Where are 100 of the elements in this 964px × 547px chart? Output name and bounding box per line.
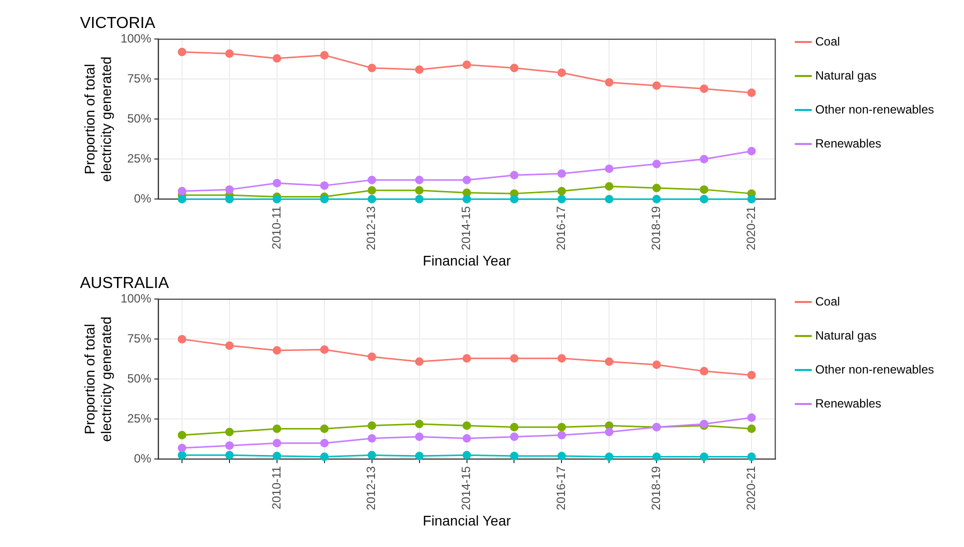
point — [652, 160, 661, 168]
x-tick-label: 2014-15 — [459, 206, 474, 250]
y-tick-label: 25% — [127, 411, 152, 426]
point — [178, 186, 186, 196]
point — [272, 438, 282, 448]
point — [652, 194, 661, 204]
point — [510, 354, 518, 363]
point — [462, 176, 472, 184]
point — [320, 452, 329, 462]
point — [178, 444, 186, 452]
point — [415, 420, 424, 428]
point — [510, 64, 518, 72]
point — [272, 452, 282, 460]
point — [557, 169, 566, 178]
x-tick-label: 2020-21 — [744, 206, 758, 250]
point — [272, 346, 282, 355]
point — [368, 64, 376, 72]
point — [368, 434, 376, 443]
point — [557, 430, 566, 440]
legend-label: Coal — [815, 294, 840, 308]
point — [462, 194, 472, 204]
point — [557, 354, 566, 363]
point — [415, 452, 424, 460]
point — [225, 441, 234, 450]
point — [320, 50, 329, 60]
point — [510, 170, 518, 180]
point — [225, 185, 234, 194]
point — [652, 81, 661, 90]
point — [510, 432, 518, 442]
point — [557, 68, 566, 78]
point — [747, 194, 756, 204]
point — [747, 88, 756, 98]
point — [225, 49, 234, 58]
point — [178, 450, 186, 460]
x-tick-label: 2016-17 — [554, 466, 568, 510]
point — [320, 424, 329, 434]
point — [652, 360, 661, 370]
point — [368, 176, 376, 184]
y-axis-title: Proportion of total electricity generated — [81, 56, 114, 182]
legend-label: Natural gas — [815, 68, 877, 82]
point — [272, 54, 282, 63]
point — [415, 176, 424, 184]
point — [700, 84, 708, 94]
point — [415, 194, 424, 204]
legend-label: Natural gas — [815, 328, 877, 342]
y-tick-label: 100% — [120, 292, 152, 306]
point — [510, 452, 518, 460]
point — [747, 370, 756, 380]
point — [604, 452, 614, 462]
legend-label: Other non-renewables — [815, 362, 934, 376]
point — [225, 428, 234, 436]
x-tick-label: 2010-11 — [269, 466, 284, 510]
point — [415, 357, 424, 366]
point — [557, 186, 566, 196]
point — [604, 194, 614, 204]
y-tick-label: 75% — [127, 332, 152, 346]
x-tick-label: 2018-19 — [648, 206, 663, 250]
point — [700, 185, 708, 194]
legend-label: Coal — [815, 34, 840, 48]
point — [700, 154, 708, 164]
point — [604, 182, 614, 191]
point — [462, 450, 472, 460]
y-tick-label: 50% — [127, 371, 152, 386]
point — [462, 60, 472, 70]
point — [557, 194, 566, 204]
legend-label: Renewables — [815, 136, 882, 150]
x-tick-label: 2012-13 — [364, 206, 378, 250]
point — [320, 438, 329, 448]
x-tick-label: 2020-21 — [744, 466, 758, 510]
point — [225, 194, 234, 204]
point — [747, 424, 756, 434]
point — [320, 345, 329, 354]
point — [604, 78, 614, 87]
y-tick-label: 25% — [127, 151, 152, 166]
point — [700, 366, 708, 376]
point — [368, 421, 376, 430]
point — [747, 413, 756, 422]
point — [415, 186, 424, 195]
point — [368, 194, 376, 204]
point — [178, 194, 186, 204]
y-axis-title: Proportion of total electricity generated — [81, 316, 114, 442]
point — [272, 424, 282, 434]
x-tick-label: 2012-13 — [364, 466, 378, 510]
x-axis-title: Financial Year — [422, 512, 512, 528]
y-tick-label: 0% — [134, 191, 152, 206]
point — [604, 357, 614, 366]
y-tick-label: 75% — [127, 72, 152, 86]
point — [462, 354, 472, 363]
point — [747, 146, 756, 156]
chart-title: AUSTRALIA — [80, 275, 170, 292]
point — [225, 341, 234, 350]
point — [557, 452, 566, 460]
y-tick-label: 0% — [134, 451, 152, 466]
point — [747, 452, 756, 462]
point — [178, 48, 186, 56]
point — [652, 452, 661, 462]
y-tick-label: 50% — [127, 111, 152, 126]
legend-label: Renewables — [815, 396, 882, 410]
point — [700, 194, 708, 204]
point — [368, 450, 376, 460]
